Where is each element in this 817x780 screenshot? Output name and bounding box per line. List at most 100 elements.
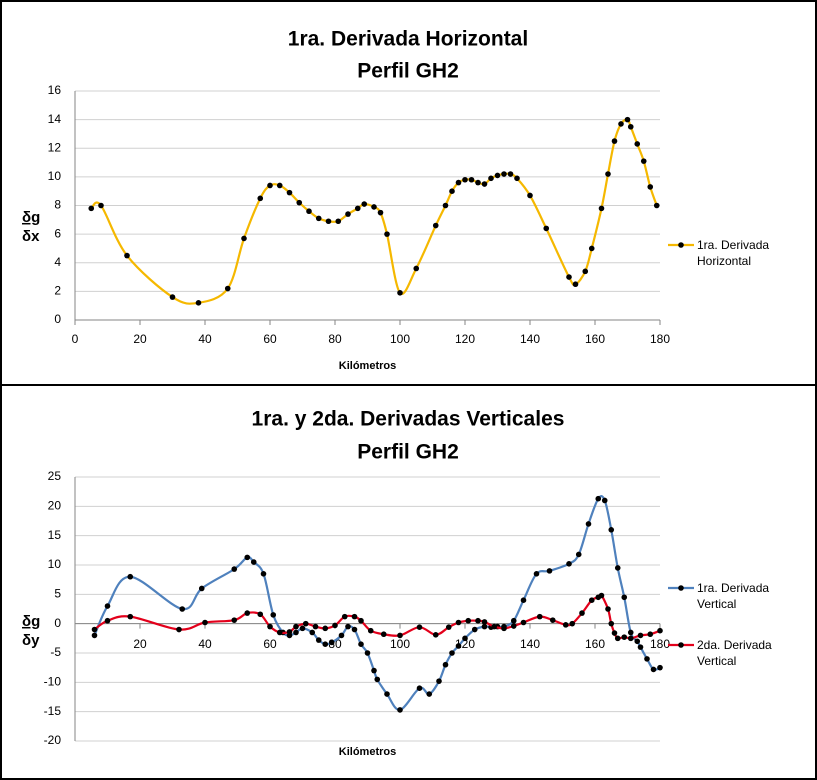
data-point [608,527,615,533]
data-point [299,625,306,632]
data-point [601,497,608,504]
data-point [442,661,449,668]
data-point [588,597,595,603]
data-point [585,521,592,527]
data-point [471,626,478,633]
data-point [371,667,377,674]
data-point [397,707,403,713]
x-axis-label: Kilómetros [339,360,396,372]
data-point [449,650,455,656]
data-point [618,121,624,127]
x-tick-label: 60 [263,332,277,346]
data-point [640,158,647,164]
data-point [598,205,605,212]
x-tick-label: 40 [198,332,212,346]
data-point [562,622,569,628]
data-point [481,623,488,630]
data-point [579,610,585,616]
data-point [637,644,644,650]
data-point [374,676,381,683]
y-tick-label: -20 [44,733,62,747]
x-tick-label: 0 [72,332,79,346]
data-point [306,208,312,215]
data-point [244,554,251,561]
data-point [367,627,374,634]
series-line [90,118,658,305]
data-point [325,218,332,225]
data-point [293,623,299,630]
data-point [510,623,517,629]
data-point [296,199,303,206]
x-axis-label: Kilómetros [339,746,396,758]
data-point [445,624,452,630]
data-point [286,189,293,196]
y-label-denominator: δy [22,632,40,649]
data-point [465,617,472,624]
x-tick-label: 140 [520,637,540,651]
data-point [91,626,98,633]
data-point [98,202,104,209]
data-point [647,631,654,638]
data-point [637,632,644,639]
data-point [312,623,319,630]
data-point [322,625,329,632]
data-point [432,222,439,229]
data-point [475,179,481,186]
data-point [455,643,462,649]
data-point [416,685,423,691]
data-point [653,202,660,209]
x-tick-label: 40 [198,637,212,651]
data-point [501,625,507,632]
data-point [335,218,342,225]
legend-marker [678,642,684,648]
data-point [627,635,634,642]
data-point [468,176,475,183]
x-tick-label: 80 [328,332,342,346]
data-point [257,195,264,202]
data-point [104,603,111,609]
chart-subtitle: Perfil GH2 [357,60,459,83]
data-point [527,192,533,199]
data-point [449,188,455,194]
chart-title: 1ra. Derivada Horizontal [288,28,528,51]
data-point [270,612,277,618]
data-point [176,626,182,633]
data-point [354,205,361,212]
data-point [455,179,462,186]
data-point [520,619,527,626]
y-tick-label: -5 [50,645,61,659]
y-tick-label: 16 [48,83,62,97]
x-tick-label: 100 [390,637,410,651]
data-point [338,632,345,639]
data-point [543,225,550,232]
data-point [413,265,420,272]
data-point [315,637,322,643]
data-point [426,691,433,697]
y-tick-label: 15 [48,528,62,542]
data-point [351,626,358,633]
data-point [657,664,663,671]
data-point [549,617,556,623]
data-point [436,678,442,684]
data-point [332,622,338,629]
data-point [611,138,618,144]
y-label-numerator: δg [22,209,40,226]
data-point [621,634,628,640]
data-point [627,123,634,130]
data-point [384,231,390,237]
y-tick-label: 2 [54,284,61,298]
data-point [634,141,641,147]
y-tick-label: 4 [54,255,61,269]
y-tick-label: 10 [48,169,62,183]
data-point [501,171,507,177]
data-point [127,573,134,580]
data-point [494,172,501,179]
data-point [257,611,264,618]
y-tick-label: 0 [54,616,61,630]
data-point [598,592,605,599]
data-point [127,613,134,620]
data-point [572,281,579,288]
data-point [657,627,663,634]
